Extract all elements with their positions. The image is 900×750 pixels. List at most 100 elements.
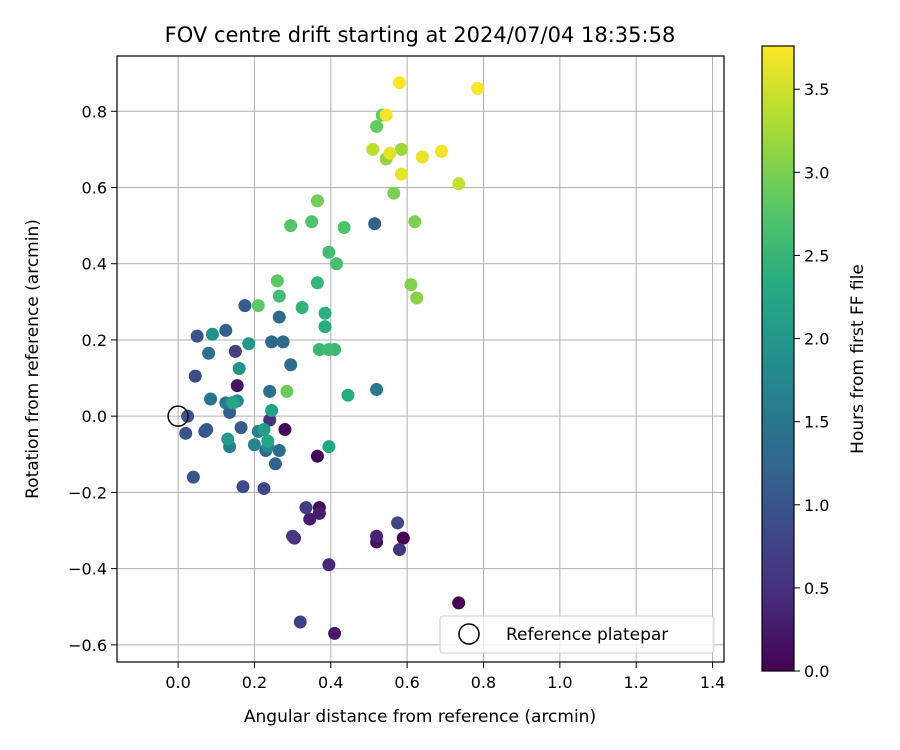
data-point [284,219,298,233]
data-point [188,369,202,383]
data-point [272,289,286,303]
data-point [452,596,466,610]
data-point [179,426,193,440]
data-point [276,335,290,349]
data-point [234,421,248,435]
data-point [268,457,282,471]
data-point [228,344,242,358]
data-point [265,403,279,417]
data-point [312,506,326,520]
colorbar-ticks: 0.0 0.5 1.0 1.5 2.0 2.5 3.0 3.5 [794,80,829,681]
y-tick-label: 0.0 [82,407,107,426]
data-point [286,529,300,543]
data-point [387,186,401,200]
data-point [366,142,380,156]
data-point [337,221,351,235]
colorbar-tick-label: 3.0 [804,163,829,182]
y-tick-label: 0.2 [82,331,107,350]
y-tick-label: −0.6 [68,636,107,655]
data-point [396,531,410,545]
data-point [305,215,319,229]
data-point [205,327,219,341]
legend-label: Reference platepar [506,625,668,645]
y-tick-label: 0.8 [82,102,107,121]
data-point [322,558,336,572]
data-point [394,167,408,181]
data-point [310,449,324,463]
data-point [293,615,307,629]
data-point [230,379,244,393]
colorbar-tick-label: 0.5 [804,579,829,598]
data-point [330,257,344,271]
colorbar [762,46,794,671]
data-point [368,217,382,231]
data-point [284,358,298,372]
data-point [303,512,317,526]
data-point [370,120,384,134]
data-point [322,440,336,454]
x-tick-label: 0.6 [394,673,419,692]
data-point [383,146,397,160]
data-point [242,337,256,351]
axis-ticks: 0.0 0.2 0.4 0.6 0.8 1.0 1.2 1.4 −0.6 −0.4 −0.2 0.0 0… [68,102,725,692]
legend-box [439,615,715,654]
data-point [312,342,326,356]
data-point [394,142,408,156]
x-tick-label: 0.2 [242,673,267,692]
plot-frame [116,55,725,663]
data-point [434,144,448,158]
data-point [247,438,261,452]
data-point [404,278,418,292]
data-point [238,299,252,313]
grid-lines [117,56,724,662]
data-point [328,626,342,640]
data-point [370,382,384,396]
data-point [190,329,204,343]
colorbar-tick-label: 3.5 [804,80,829,99]
y-tick-label: −0.4 [68,560,107,579]
data-point [226,396,240,410]
x-tick-label: 0.4 [318,673,343,692]
colorbar-tick-label: 2.5 [804,246,829,265]
x-tick-label: 1.2 [623,673,648,692]
data-point [318,306,332,320]
data-point [204,392,218,406]
data-point [280,384,294,398]
data-point [257,482,271,496]
data-point [272,443,286,457]
colorbar-tick-label: 1.5 [804,413,829,432]
data-point [370,529,384,543]
data-point [236,480,250,494]
data-point [471,81,485,95]
data-point [257,423,271,437]
colorbar-tick-label: 1.0 [804,496,829,515]
data-point [408,215,422,229]
data-point [186,470,200,484]
data-point [232,362,246,376]
colorbar-label: Hours from first FF file [848,264,868,454]
x-tick-label: 0.8 [471,673,496,692]
data-point [219,323,233,337]
data-point [272,310,286,324]
data-point [251,299,265,313]
y-tick-label: 0.4 [82,255,107,274]
y-axis-label: Rotation from reference (arcmin) [23,219,43,499]
x-tick-label: 1.0 [547,673,572,692]
legend: Reference platepar [439,615,715,654]
data-point [393,543,407,557]
data-point [221,432,235,446]
data-point [341,388,355,402]
data-point [263,384,277,398]
data-point [299,501,313,515]
chart-title: FOV centre drift starting at 2024/07/04 … [165,23,676,47]
data-point [322,342,336,356]
colorbar-tick-label: 2.0 [804,330,829,349]
data-point [310,194,324,208]
data-point [410,291,424,305]
scatter-points [179,76,485,640]
data-point [200,423,214,437]
data-point [391,516,405,530]
y-tick-label: −0.2 [68,483,107,502]
data-point [415,150,429,164]
